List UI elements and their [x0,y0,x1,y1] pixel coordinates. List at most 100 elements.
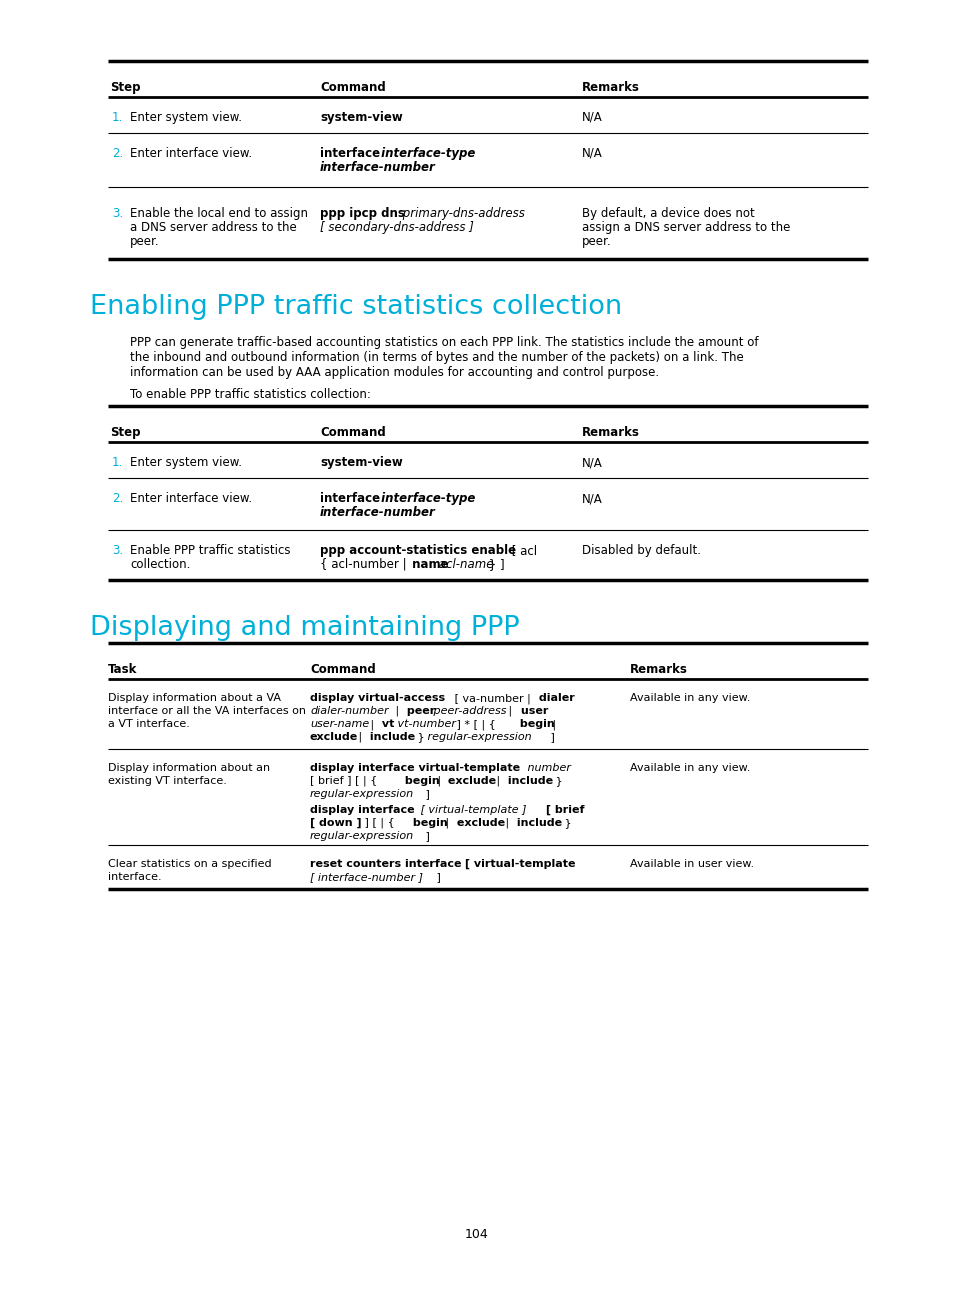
Text: display virtual-access: display virtual-access [310,693,445,702]
Text: 2.: 2. [112,492,123,505]
Text: include: include [366,732,415,743]
Text: Enter system view.: Enter system view. [130,456,242,469]
Text: ] [ | {: ] [ | { [360,818,395,828]
Text: Disabled by default.: Disabled by default. [581,544,700,557]
Text: primary-dns-address: primary-dns-address [398,207,524,220]
Text: Remarks: Remarks [629,664,687,677]
Text: collection.: collection. [130,559,191,572]
Text: [ virtual-template ]: [ virtual-template ] [416,805,526,815]
Text: Command: Command [319,426,385,439]
Text: begin: begin [409,818,447,828]
Text: vt: vt [377,719,394,728]
Text: [ virtual-template: [ virtual-template [460,859,575,870]
Text: user: user [517,706,548,715]
Text: regular-expression: regular-expression [310,831,414,841]
Text: peer: peer [402,706,435,715]
Text: [ acl: [ acl [507,544,537,557]
Text: interface-number: interface-number [319,161,436,174]
Text: begin: begin [516,719,554,728]
Text: user-name: user-name [310,719,369,728]
Text: interface-number: interface-number [319,505,436,518]
Text: PPP can generate traffic-based accounting statistics on each PPP link. The stati: PPP can generate traffic-based accountin… [130,336,758,349]
Text: ppp ipcp dns: ppp ipcp dns [319,207,404,220]
Text: 3.: 3. [112,207,123,220]
Text: Command: Command [310,664,375,677]
Text: } ]: } ] [484,559,504,572]
Text: To enable PPP traffic statistics collection:: To enable PPP traffic statistics collect… [130,388,371,400]
Text: { acl-number |: { acl-number | [319,559,406,572]
Text: 3.: 3. [112,544,123,557]
Text: }: } [552,776,562,785]
Text: N/A: N/A [581,456,602,469]
Text: ] * [ | {: ] * [ | { [453,719,496,730]
Text: interface.: interface. [108,872,161,883]
Text: interface: interface [319,492,379,505]
Text: Enabling PPP traffic statistics collection: Enabling PPP traffic statistics collecti… [90,294,621,320]
Text: |: | [392,706,398,717]
Text: a VT interface.: a VT interface. [108,719,190,728]
Text: Command: Command [319,80,385,95]
Text: regular-expression: regular-expression [310,789,414,800]
Text: system-view: system-view [319,456,402,469]
Text: 2.: 2. [112,146,123,159]
Text: include: include [513,818,561,828]
Text: [ brief: [ brief [541,805,584,815]
Text: regular-expression: regular-expression [423,732,531,743]
Text: display interface: display interface [310,805,415,815]
Text: |: | [355,732,362,743]
Text: peer.: peer. [130,235,159,248]
Text: |: | [367,719,374,730]
Text: ]: ] [433,872,440,883]
Text: 104: 104 [465,1229,488,1242]
Text: assign a DNS server address to the: assign a DNS server address to the [581,222,789,235]
Text: Task: Task [108,664,137,677]
Text: }: } [414,732,424,743]
Text: 1.: 1. [112,456,123,469]
Text: Enter system view.: Enter system view. [130,111,242,124]
Text: 1.: 1. [112,111,123,124]
Text: Display information about a VA: Display information about a VA [108,693,281,702]
Text: ]: ] [421,789,430,800]
Text: display interface virtual-template: display interface virtual-template [310,763,519,772]
Text: ]: ] [546,732,555,743]
Text: vt-number: vt-number [394,719,456,728]
Text: Enter interface view.: Enter interface view. [130,146,252,159]
Text: exclude: exclude [310,732,358,743]
Text: begin: begin [400,776,439,785]
Text: |: | [501,818,509,828]
Text: Display information about an: Display information about an [108,763,270,772]
Text: |: | [548,719,556,730]
Text: interface or all the VA interfaces on: interface or all the VA interfaces on [108,706,306,715]
Text: peer.: peer. [581,235,611,248]
Text: peer-address: peer-address [430,706,506,715]
Text: number: number [523,763,571,772]
Text: exclude: exclude [453,818,504,828]
Text: N/A: N/A [581,146,602,159]
Text: ]: ] [421,831,430,841]
Text: interface: interface [319,146,379,159]
Text: the inbound and outbound information (in terms of bytes and the number of the pa: the inbound and outbound information (in… [130,351,743,364]
Text: Remarks: Remarks [581,80,639,95]
Text: [ secondary-dns-address ]: [ secondary-dns-address ] [319,222,474,235]
Text: N/A: N/A [581,492,602,505]
Text: dialer-number: dialer-number [310,706,388,715]
Text: Enter interface view.: Enter interface view. [130,492,252,505]
Text: existing VT interface.: existing VT interface. [108,776,227,785]
Text: |: | [434,776,440,787]
Text: system-view: system-view [319,111,402,124]
Text: interface-type: interface-type [376,146,475,159]
Text: name: name [408,559,448,572]
Text: information can be used by AAA application modules for accounting and control pu: information can be used by AAA applicati… [130,365,659,378]
Text: [ interface-number ]: [ interface-number ] [310,872,422,883]
Text: Clear statistics on a specified: Clear statistics on a specified [108,859,272,870]
Text: |: | [441,818,449,828]
Text: Step: Step [110,80,140,95]
Text: ppp account-statistics enable: ppp account-statistics enable [319,544,516,557]
Text: Step: Step [110,426,140,439]
Text: Enable the local end to assign: Enable the local end to assign [130,207,308,220]
Text: [ down ]: [ down ] [310,818,361,828]
Text: |: | [493,776,499,787]
Text: Remarks: Remarks [581,426,639,439]
Text: |: | [504,706,512,717]
Text: a DNS server address to the: a DNS server address to the [130,222,296,235]
